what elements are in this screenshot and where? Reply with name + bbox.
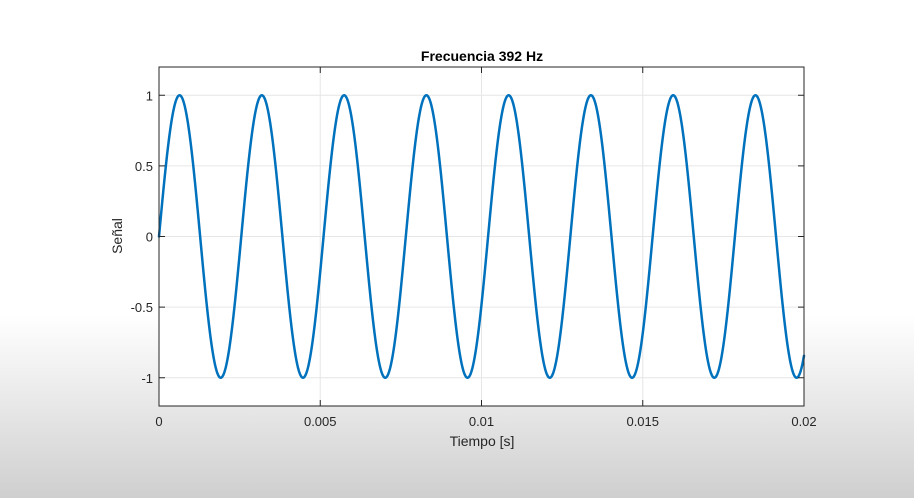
y-tick-label: -0.5 bbox=[131, 300, 153, 315]
signal-series-line bbox=[157, 94, 806, 379]
axis-ticks: 0 0.005 0.01 0.015 0.02 1 0.5 0 -0.5 -1 bbox=[131, 67, 817, 429]
x-tick-label: 0.005 bbox=[304, 414, 337, 429]
y-tick-label: 1 bbox=[146, 88, 153, 103]
y-axis-label: Señal bbox=[109, 218, 125, 254]
chart-title: Frecuencia 392 Hz bbox=[421, 48, 543, 64]
grid bbox=[158, 67, 805, 406]
y-tick-label: -1 bbox=[141, 371, 153, 386]
y-tick-label: 0 bbox=[146, 230, 153, 245]
x-tick-label: 0.015 bbox=[626, 414, 659, 429]
y-tick-label: 0.5 bbox=[135, 159, 153, 174]
x-tick-label: 0.02 bbox=[791, 414, 816, 429]
x-axis-label: Tiempo [s] bbox=[450, 433, 515, 449]
x-tick-label: 0 bbox=[155, 414, 162, 429]
x-tick-label: 0.01 bbox=[469, 414, 494, 429]
